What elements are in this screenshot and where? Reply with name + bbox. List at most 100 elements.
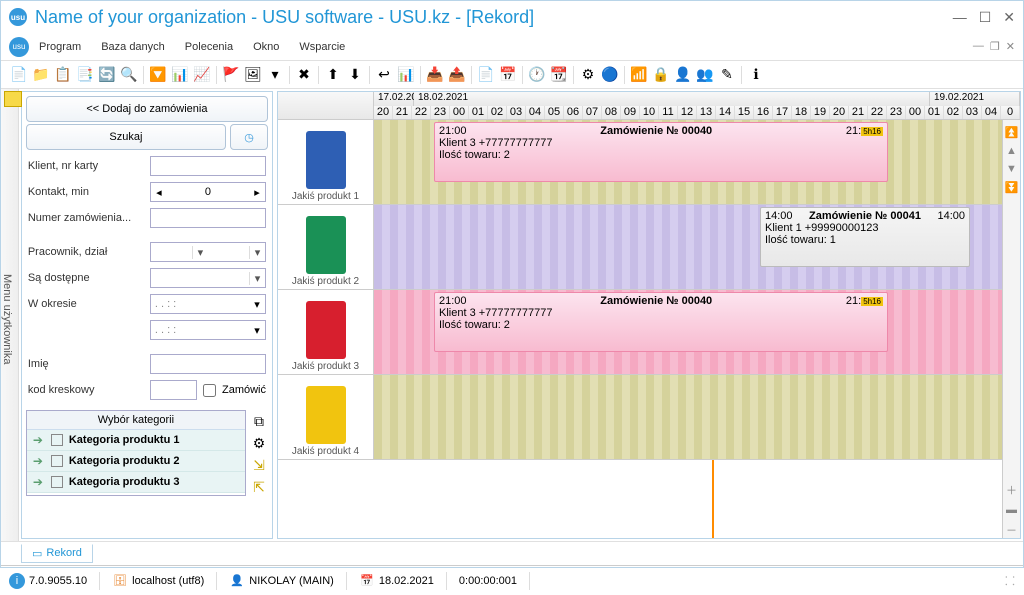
- toolbar-icon[interactable]: ✖: [294, 65, 314, 85]
- toolbar-icon[interactable]: 🔽: [148, 65, 168, 85]
- toolbar-icon[interactable]: 📥: [425, 65, 445, 85]
- toolbar-icon[interactable]: 📈: [192, 65, 212, 85]
- toolbar-icon[interactable]: 📑: [75, 65, 95, 85]
- compass-button[interactable]: ◷: [230, 124, 268, 150]
- menu-okno[interactable]: Okno: [243, 41, 289, 53]
- search-button[interactable]: Szukaj: [26, 124, 226, 150]
- export-icon[interactable]: ⇲: [250, 456, 268, 474]
- menu-baza danych[interactable]: Baza danych: [91, 41, 175, 53]
- barcode-input[interactable]: [150, 380, 197, 400]
- spin-right-icon[interactable]: ▸: [249, 186, 265, 199]
- toolbar-icon[interactable]: 🚩: [221, 65, 241, 85]
- tab-rekord[interactable]: ▭ Rekord: [21, 544, 93, 563]
- scroll-up-icon[interactable]: ▲: [1006, 145, 1017, 157]
- toolbar-icon[interactable]: 🕐: [527, 65, 547, 85]
- order-checkbox[interactable]: [203, 384, 216, 397]
- chevron-down-icon[interactable]: ▾: [249, 324, 265, 337]
- toolbar-icon[interactable]: 🔵: [600, 65, 620, 85]
- expand-icon[interactable]: ➔: [33, 475, 45, 489]
- chevron-down-icon[interactable]: ▾: [249, 246, 265, 259]
- toolbar-icon[interactable]: 🔒: [651, 65, 671, 85]
- info-icon[interactable]: i: [9, 573, 25, 589]
- period-from[interactable]: . . : :▾: [150, 294, 266, 314]
- export2-icon[interactable]: ⇱: [250, 478, 268, 496]
- side-tab[interactable]: Menu użytkownika: [1, 89, 19, 541]
- spin-left-icon[interactable]: ◂: [151, 186, 167, 199]
- category-row[interactable]: ➔Kategoria produktu 2: [27, 451, 245, 472]
- toolbar-icon[interactable]: 👥: [695, 65, 715, 85]
- name-input[interactable]: [150, 354, 266, 374]
- employee-combo[interactable]: ▾▾: [150, 242, 266, 262]
- category-checkbox[interactable]: [51, 434, 63, 446]
- status-user: NIKOLAY (MAIN): [249, 575, 334, 587]
- toolbar-icon[interactable]: 👤: [673, 65, 693, 85]
- scroll-down2-icon[interactable]: ⏬: [1005, 181, 1019, 194]
- toolbar-icon[interactable]: 📁: [31, 65, 51, 85]
- toolbar-icon[interactable]: ▾: [265, 65, 285, 85]
- toolbar-icon[interactable]: ↩: [374, 65, 394, 85]
- booking-card[interactable]: 21:00Zamówienie № 0004021:5h16Klient 3 +…: [434, 292, 888, 352]
- scroll-up-icon[interactable]: ⏫: [1005, 126, 1019, 139]
- product-cell[interactable]: Jakiś produkt 1: [278, 120, 374, 205]
- period-to[interactable]: . . : :▾: [150, 320, 266, 340]
- toolbar-icon[interactable]: 📋: [53, 65, 73, 85]
- client-input[interactable]: [150, 156, 266, 176]
- timeline-column[interactable]: 21:00Zamówienie № 0004021:5h16Klient 3 +…: [374, 120, 1002, 538]
- toolbar-icon[interactable]: 📅: [498, 65, 518, 85]
- product-cell[interactable]: Jakiś produkt 2: [278, 205, 374, 290]
- category-row[interactable]: ➔Kategoria produktu 3: [27, 472, 245, 493]
- mdi-minimize-icon[interactable]: —: [973, 40, 984, 53]
- close-icon[interactable]: ✕: [1003, 9, 1015, 26]
- minimize-icon[interactable]: —: [953, 9, 967, 26]
- gear-icon[interactable]: ⚙: [250, 434, 268, 452]
- toolbar-icon[interactable]: 📄: [9, 65, 29, 85]
- contact-spinner[interactable]: ◂ 0 ▸: [150, 182, 266, 202]
- toolbar-icon[interactable]: ⬇: [345, 65, 365, 85]
- menu-polecenia[interactable]: Polecenia: [175, 41, 243, 53]
- booking-card[interactable]: 21:00Zamówienie № 0004021:5h16Klient 3 +…: [434, 122, 888, 182]
- menu-program[interactable]: Program: [29, 41, 91, 53]
- toolbar-icon[interactable]: 🔄: [97, 65, 117, 85]
- mdi-restore-icon[interactable]: ❐: [990, 40, 1000, 53]
- toolbar-icon[interactable]: 🔍: [119, 65, 139, 85]
- copy-icon[interactable]: ⧉: [250, 412, 268, 430]
- toolbar-icon[interactable]: 📆: [549, 65, 569, 85]
- chevron-down-icon[interactable]: ▾: [249, 272, 265, 285]
- zoom-in-icon[interactable]: ＋: [1006, 482, 1017, 498]
- expand-icon[interactable]: ➔: [33, 454, 45, 468]
- maximize-icon[interactable]: ☐: [979, 9, 992, 26]
- timeline-row[interactable]: [374, 375, 1002, 460]
- toolbar-icon[interactable]: 📊: [396, 65, 416, 85]
- toolbar-icon[interactable]: ⚙: [578, 65, 598, 85]
- timeline-row[interactable]: 14:00Zamówienie № 0004114:005h16Klient 1…: [374, 205, 1002, 290]
- resize-grip-icon[interactable]: ⸬: [1005, 572, 1015, 589]
- timeline-row[interactable]: 21:00Zamówienie № 0004021:5h16Klient 3 +…: [374, 290, 1002, 375]
- toolbar-icon[interactable]: 📶: [629, 65, 649, 85]
- product-cell[interactable]: Jakiś produkt 4: [278, 375, 374, 460]
- expand-icon[interactable]: ➔: [33, 433, 45, 447]
- chevron-down-icon[interactable]: ▾: [249, 298, 265, 311]
- toolbar-icon[interactable]: ℹ: [746, 65, 766, 85]
- zoom-bar-icon[interactable]: ▬: [1006, 504, 1017, 516]
- chevron-down-icon[interactable]: ▾: [192, 246, 208, 259]
- titlebar: usu Name of your organization - USU soft…: [1, 1, 1023, 33]
- category-checkbox[interactable]: [51, 476, 63, 488]
- available-combo[interactable]: ▾: [150, 268, 266, 288]
- toolbar-icon[interactable]: 📊: [170, 65, 190, 85]
- toolbar-icon[interactable]: ⬆: [323, 65, 343, 85]
- category-checkbox[interactable]: [51, 455, 63, 467]
- toolbar-icon[interactable]: ✎: [717, 65, 737, 85]
- orderno-input[interactable]: [150, 208, 266, 228]
- booking-card[interactable]: 14:00Zamówienie № 0004114:005h16Klient 1…: [760, 207, 970, 267]
- mdi-close-icon[interactable]: ✕: [1006, 40, 1015, 53]
- menu-wsparcie[interactable]: Wsparcie: [289, 41, 355, 53]
- product-cell[interactable]: Jakiś produkt 3: [278, 290, 374, 375]
- toolbar-icon[interactable]: 🖼: [243, 65, 263, 85]
- toolbar-icon[interactable]: 📤: [447, 65, 467, 85]
- category-row[interactable]: ➔Kategoria produktu 1: [27, 430, 245, 451]
- zoom-out-icon[interactable]: －: [1006, 522, 1017, 538]
- toolbar-icon[interactable]: 📄: [476, 65, 496, 85]
- timeline-row[interactable]: 21:00Zamówienie № 0004021:5h16Klient 3 +…: [374, 120, 1002, 205]
- add-to-order-button[interactable]: << Dodaj do zamówienia: [26, 96, 268, 122]
- scroll-down-icon[interactable]: ▼: [1006, 163, 1017, 175]
